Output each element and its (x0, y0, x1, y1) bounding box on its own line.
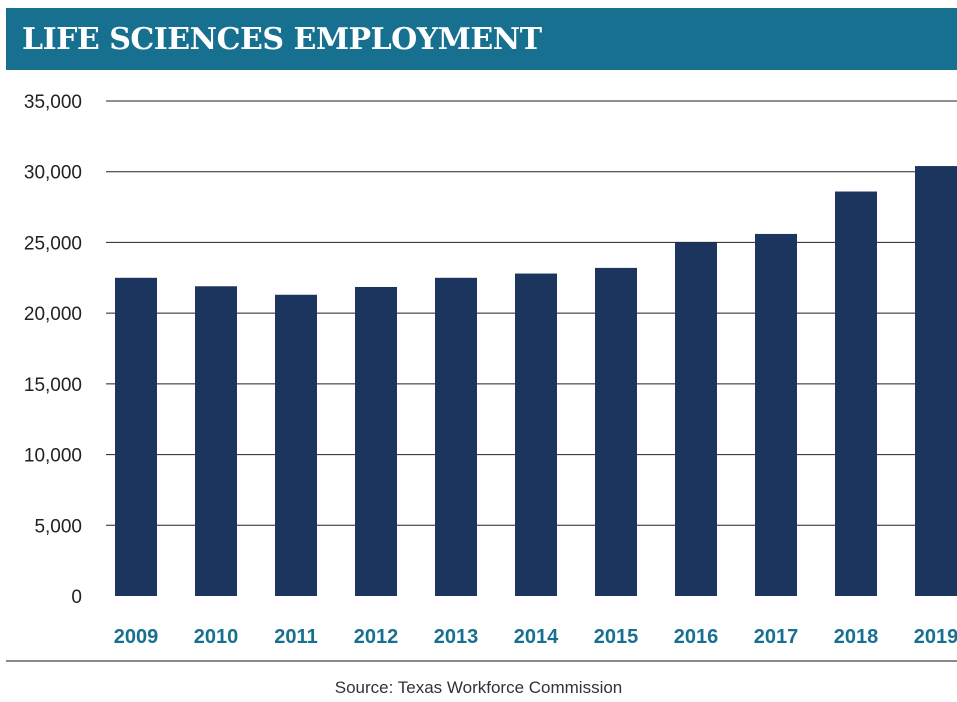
bar-2010 (195, 286, 237, 596)
y-tick-label: 15,000 (24, 375, 82, 396)
x-tick-label-2015: 2015 (594, 626, 639, 648)
bar-2019 (915, 166, 957, 597)
x-tick-label-2017: 2017 (754, 626, 799, 648)
x-tick-label-2010: 2010 (194, 626, 239, 648)
y-tick-label: 5,000 (34, 516, 82, 537)
y-tick-label: 30,000 (24, 163, 82, 184)
bar-2015 (595, 267, 637, 596)
x-tick-label-2014: 2014 (514, 626, 559, 648)
y-tick-label: 20,000 (24, 304, 82, 325)
x-tick-label-2012: 2012 (354, 626, 399, 648)
y-tick-label: 10,000 (24, 446, 82, 467)
chart-title: LIFE SCIENCES EMPLOYMENT (22, 22, 542, 57)
y-tick-label: 35,000 (24, 92, 82, 113)
x-tick-label-2018: 2018 (834, 626, 879, 648)
bar-2013 (435, 277, 477, 596)
bars (115, 166, 957, 597)
bar-2018 (835, 191, 877, 596)
source-note: Source: Texas Workforce Commission (334, 678, 623, 697)
x-tick-label-2009: 2009 (114, 626, 159, 648)
x-tick-label-2011: 2011 (274, 626, 317, 648)
bar-2017 (755, 233, 797, 596)
x-tick-label-2013: 2013 (434, 626, 479, 648)
chart-header: LIFE SCIENCES EMPLOYMENT (6, 8, 957, 70)
x-axis-ticks: 2009 2010 2011 2012 2013 2014 2015 2016 2017 2018… (114, 626, 957, 648)
bar-2011 (275, 294, 317, 596)
bar-2012 (355, 286, 397, 596)
x-tick-label-2016: 2016 (674, 626, 719, 648)
footer-divider (6, 660, 957, 662)
x-tick-label-2019: 2019 (914, 626, 957, 648)
bar-2016 (675, 242, 717, 596)
bar-2009 (115, 277, 157, 596)
y-axis-ticks: 0 5,000 10,000 15,000 20,000 25,000 30,000 35,0… (24, 92, 82, 608)
y-tick-label: 0 (71, 587, 82, 608)
bar-2014 (515, 273, 557, 596)
y-tick-label: 25,000 (24, 233, 82, 254)
